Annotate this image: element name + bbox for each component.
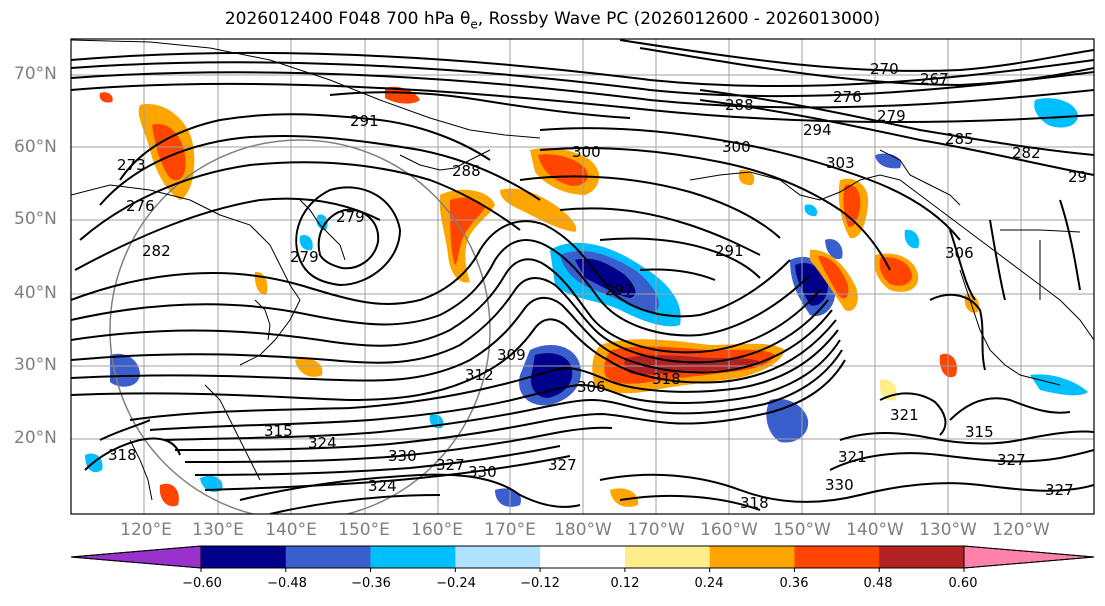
contour-label: 318	[652, 370, 681, 388]
contour-label: 267	[920, 70, 949, 88]
colorbar-segment	[455, 546, 541, 568]
contour-label: 330	[825, 476, 854, 494]
colorbar-tick-label: 0.36	[779, 576, 809, 591]
lat-label: 40°N	[14, 283, 57, 303]
lon-label: 150°E	[338, 520, 390, 540]
colorbar-tick-label: −0.48	[267, 576, 307, 591]
colorbar	[70, 545, 1095, 572]
contour-label: 276	[833, 88, 862, 106]
contour-label: 315	[965, 423, 994, 441]
lon-label: 180°W	[554, 520, 612, 540]
contour-label: 291	[715, 242, 744, 260]
contour-label: 273	[117, 156, 146, 174]
contour-label: 303	[826, 154, 855, 172]
lon-label: 160°E	[411, 520, 463, 540]
map-title: 2026012400 F048 700 hPa θe, Rossby Wave …	[224, 9, 881, 32]
lon-label: 140°E	[265, 520, 317, 540]
colorbar-tick-label: 0.48	[863, 576, 893, 591]
colorbar-segment	[879, 546, 965, 568]
lon-label: 160°W	[700, 520, 758, 540]
colorbar-segment	[709, 546, 795, 568]
contour-label: 297	[605, 281, 634, 299]
colorbar-segment	[370, 546, 456, 568]
contour-label: 312	[465, 366, 494, 384]
lon-label: 120°W	[992, 520, 1050, 540]
lon-label: 150°W	[773, 520, 831, 540]
contour-label: 288	[452, 162, 481, 180]
colorbar-segment	[285, 546, 372, 568]
colorbar-segment	[794, 546, 880, 568]
lat-label: 20°N	[14, 428, 57, 448]
contour-label: 306	[577, 378, 606, 396]
colorbar-tick-label: −0.12	[520, 576, 560, 591]
contour-label: 288	[725, 96, 754, 114]
graticule	[71, 39, 1094, 514]
lat-label: 30°N	[14, 355, 57, 375]
contour-label: 306	[945, 244, 974, 262]
theta-e-contours	[71, 39, 1094, 514]
contour-label: 300	[572, 143, 601, 161]
contour-label: 324	[368, 477, 397, 495]
lat-label: 60°N	[14, 137, 57, 157]
colorbar-segment	[540, 546, 626, 568]
contour-label: 276	[126, 197, 155, 215]
contour-label: 327	[997, 451, 1026, 469]
contour-label: 327	[1045, 481, 1074, 499]
contour-label: 300	[722, 138, 751, 156]
contour-label: 315	[264, 422, 293, 440]
contour-label: 330	[388, 447, 417, 465]
contour-label: 282	[1012, 144, 1041, 162]
lon-label: 140°W	[846, 520, 904, 540]
contour-label: 282	[142, 242, 171, 260]
colorbar-tick-label: −0.60	[182, 576, 222, 591]
colorbar-segment	[201, 546, 287, 568]
reference-circle	[109, 139, 491, 514]
contour-label: 279	[290, 248, 319, 266]
colorbar-tick-label: −0.36	[351, 576, 391, 591]
contour-label: 279	[336, 208, 365, 226]
contour-label: 309	[497, 346, 526, 364]
lon-label: 130°W	[919, 520, 977, 540]
map-frame	[70, 38, 1095, 515]
contour-label: 321	[838, 448, 867, 466]
lon-label: 120°E	[120, 520, 172, 540]
contour-label: 318	[108, 446, 137, 464]
lon-label: 170°E	[484, 520, 536, 540]
lat-label: 70°N	[14, 64, 57, 84]
contour-label: 327	[548, 456, 577, 474]
contour-label: 321	[890, 406, 919, 424]
contour-label: 318	[740, 494, 769, 512]
contour-label: 285	[945, 130, 974, 148]
contour-label: 330	[468, 463, 497, 481]
contour-label: 279	[877, 107, 906, 125]
contour-label: 29	[1068, 168, 1087, 186]
colorbar-tick-label: −0.24	[436, 576, 476, 591]
lat-label: 50°N	[14, 209, 57, 229]
contour-label: 291	[350, 112, 379, 130]
colorbar-segment	[624, 546, 711, 568]
contour-label: 294	[803, 121, 832, 139]
colorbar-tick-label: 0.60	[948, 576, 978, 591]
colorbar-extend-high	[963, 545, 1095, 569]
contour-label: 324	[308, 434, 337, 452]
lon-label: 130°E	[192, 520, 244, 540]
colorbar-tick-label: 0.12	[610, 576, 640, 591]
contour-label: 270	[870, 60, 899, 78]
contour-labels: 270 267 276 279 285 282 29 288 294 291 2…	[108, 60, 1087, 512]
colorbar-extend-low	[70, 545, 202, 569]
colorbar-tick-label: 0.24	[694, 576, 724, 591]
lon-label: 170°W	[627, 520, 685, 540]
contour-label: 327	[436, 456, 465, 474]
